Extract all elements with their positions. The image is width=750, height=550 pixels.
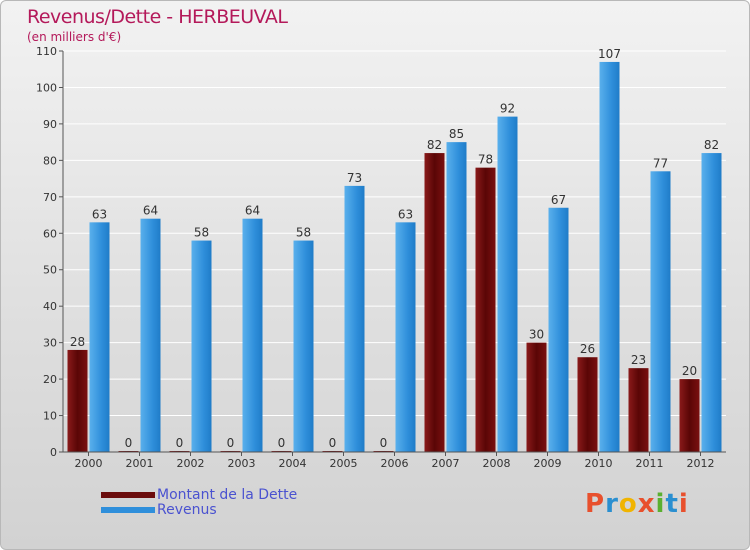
data-label: 28 — [70, 335, 85, 349]
x-tick-label: 2008 — [483, 457, 511, 470]
data-label: 85 — [449, 127, 464, 141]
logo-letter: i — [655, 489, 666, 519]
bar-revenus — [548, 207, 569, 452]
data-label: 0 — [176, 436, 184, 450]
data-label: 26 — [580, 342, 595, 356]
bar-revenus — [650, 171, 671, 453]
x-tick-label: 2006 — [381, 457, 409, 470]
data-label: 64 — [143, 204, 158, 218]
logo-letter: i — [678, 489, 689, 519]
y-tick-label: 0 — [50, 446, 57, 459]
data-label: 20 — [682, 364, 697, 378]
chart-legend: Montant de la Dette Revenus — [101, 486, 298, 518]
legend-swatch-revenus — [101, 506, 155, 513]
x-tick-label: 2010 — [585, 457, 613, 470]
legend-label-dette: Montant de la Dette — [157, 486, 298, 503]
y-tick-label: 110 — [36, 45, 57, 58]
bar-revenus — [89, 222, 110, 452]
x-tick-label: 2011 — [636, 457, 664, 470]
bar-revenus — [446, 142, 467, 453]
y-tick-label: 80 — [43, 154, 57, 167]
chart-subtitle: (en milliers d'€) — [27, 30, 122, 44]
x-tick-label: 2012 — [687, 457, 715, 470]
data-label: 23 — [631, 353, 646, 367]
logo-letter: x — [637, 489, 656, 519]
x-tick-label: 2004 — [279, 457, 307, 470]
data-label: 77 — [653, 156, 668, 170]
x-tick-label: 2009 — [534, 457, 562, 470]
x-tick-label: 2003 — [228, 457, 256, 470]
bar-revenus — [191, 240, 212, 452]
data-label: 58 — [194, 226, 209, 240]
legend-item-dette: Montant de la Dette — [101, 486, 298, 503]
chart-title: Revenus/Dette - HERBEUVAL — [27, 6, 288, 28]
bar-dette — [679, 379, 700, 452]
bar-dette — [628, 368, 649, 452]
data-label: 0 — [329, 436, 337, 450]
bar-dette — [577, 357, 598, 452]
logo-letter: o — [618, 489, 638, 519]
data-label: 30 — [529, 328, 544, 342]
x-tick-label: 2007 — [432, 457, 460, 470]
logo-letter: P — [585, 489, 606, 519]
y-tick-label: 100 — [36, 81, 57, 94]
bar-revenus — [293, 240, 314, 452]
data-label: 92 — [500, 102, 515, 116]
y-tick-label: 30 — [43, 337, 57, 350]
bar-dette — [67, 349, 88, 452]
y-tick-label: 50 — [43, 264, 57, 277]
data-label: 64 — [245, 204, 260, 218]
data-label: 63 — [92, 207, 107, 221]
bar-dette — [526, 342, 547, 452]
legend-label-revenus: Revenus — [157, 501, 217, 518]
bar-revenus — [497, 116, 518, 453]
y-tick-label: 10 — [43, 410, 57, 423]
data-label: 78 — [478, 153, 493, 167]
legend-swatch-dette — [101, 491, 155, 498]
bar-dette — [424, 153, 445, 452]
data-label: 73 — [347, 171, 362, 185]
data-label: 107 — [598, 47, 621, 61]
data-label: 82 — [704, 138, 719, 152]
data-label: 58 — [296, 226, 311, 240]
bar-dette — [475, 167, 496, 452]
data-label: 67 — [551, 193, 566, 207]
proxiti-logo: Proxiti — [585, 489, 689, 519]
x-tick-label: 2005 — [330, 457, 358, 470]
y-tick-label: 70 — [43, 191, 57, 204]
logo-letter: r — [605, 489, 619, 519]
y-tick-label: 20 — [43, 373, 57, 386]
x-tick-label: 2001 — [126, 457, 154, 470]
data-label: 63 — [398, 207, 413, 221]
bar-revenus — [701, 153, 722, 452]
x-tick-label: 2000 — [75, 457, 103, 470]
logo-letter: t — [665, 489, 679, 519]
data-label: 0 — [380, 436, 388, 450]
bar-revenus — [599, 61, 620, 452]
data-label: 0 — [227, 436, 235, 450]
legend-item-revenus: Revenus — [101, 501, 297, 518]
bar-revenus — [242, 218, 263, 452]
y-tick-label: 40 — [43, 300, 57, 313]
data-label: 0 — [125, 436, 133, 450]
y-tick-label: 90 — [43, 118, 57, 131]
y-tick-label: 60 — [43, 227, 57, 240]
x-tick-label: 2002 — [177, 457, 205, 470]
data-label: 0 — [278, 436, 286, 450]
bar-revenus — [344, 185, 365, 452]
data-label: 82 — [427, 138, 442, 152]
bar-revenus — [395, 222, 416, 452]
bar-revenus — [140, 218, 161, 452]
